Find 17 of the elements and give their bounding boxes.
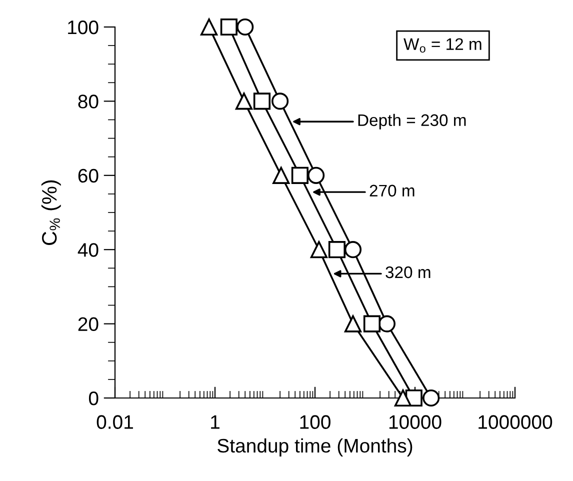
x-tick-label: 1 [211,415,220,429]
y-tick-label: 100 [68,20,98,34]
y-tick-label: 80 [78,94,98,108]
x-tick-label: 100 [300,415,330,429]
annotation: 270 m [370,184,414,197]
annotation: 320 m [386,266,430,278]
y-axis-title: C$_{%}$ (%) [41,180,61,245]
y-tick-label: 60 [78,168,98,183]
annotation: Depth = 230 m [358,114,466,130]
x-tick-label: 10000 [389,415,442,429]
y-tick-label: 40 [78,243,98,257]
annotation: W$_{o}$ = 12 m [404,38,482,53]
y-tick-label: 20 [78,317,98,332]
x-tick-label: 0.01 [96,415,133,429]
x-axis-title: Standup time (Months) [218,438,412,456]
x-tick-label: 1000000 [478,415,552,429]
y-tick-label: 0 [88,391,98,406]
